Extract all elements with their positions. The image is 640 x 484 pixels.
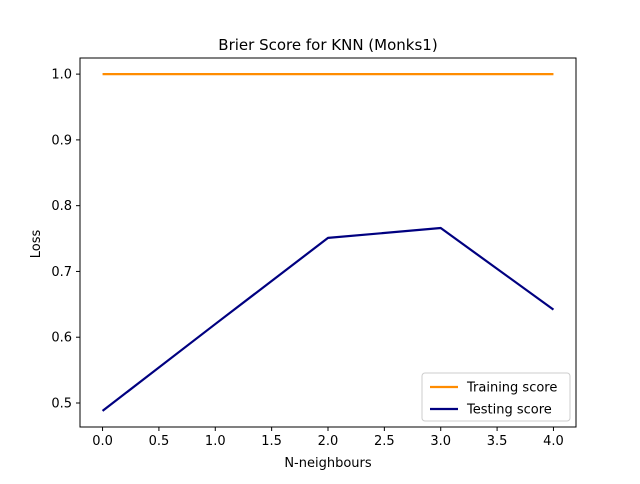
y-tick-label: 0.6 (51, 331, 72, 346)
x-tick-label: 2.0 (318, 434, 339, 449)
x-tick-label: 4.0 (543, 434, 564, 449)
legend: Training score Testing score (422, 373, 570, 421)
y-axis-label: Loss (29, 230, 44, 259)
x-tick-label: 3.5 (487, 434, 508, 449)
y-tick-label: 0.9 (51, 133, 72, 148)
legend-label-testing: Testing score (466, 403, 552, 418)
x-tick-label: 3.0 (430, 434, 451, 449)
y-tick-label: 0.7 (51, 265, 72, 280)
x-tick-label: 1.0 (205, 434, 226, 449)
y-tick-label: 0.8 (51, 199, 72, 214)
x-tick-label: 2.5 (374, 434, 395, 449)
y-tick-label: 0.5 (51, 396, 72, 411)
x-tick-label: 0.0 (92, 434, 113, 449)
chart-title: Brier Score for KNN (Monks1) (218, 36, 437, 54)
x-tick-label: 1.5 (261, 434, 282, 449)
x-axis-label: N-neighbours (284, 456, 372, 471)
x-tick-label: 0.5 (149, 434, 170, 449)
legend-label-training: Training score (466, 381, 557, 396)
y-tick-label: 1.0 (51, 68, 72, 83)
